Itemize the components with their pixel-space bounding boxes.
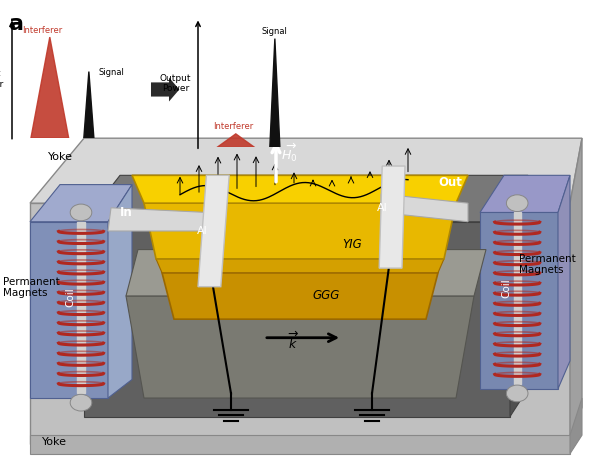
Text: Permanent
Magnets: Permanent Magnets [3,276,60,298]
Polygon shape [510,176,528,417]
Text: $\overrightarrow{k}$: $\overrightarrow{k}$ [288,330,299,351]
Text: GGG: GGG [312,288,340,301]
Text: Signal: Signal [99,68,125,77]
Text: Out: Out [438,175,462,188]
Circle shape [70,205,92,221]
Polygon shape [126,296,474,398]
Polygon shape [84,222,510,417]
Text: Al: Al [377,203,388,213]
Polygon shape [570,398,582,454]
Polygon shape [126,250,486,296]
Polygon shape [379,167,405,269]
Polygon shape [198,176,229,287]
Text: Interferer: Interferer [213,122,253,131]
Text: $\overrightarrow{H_0}$: $\overrightarrow{H_0}$ [281,142,297,164]
Polygon shape [144,204,456,259]
FancyArrow shape [149,74,182,107]
Text: YIG: YIG [342,238,362,250]
Text: Interferer: Interferer [22,25,62,35]
Text: Yoke: Yoke [42,436,67,445]
Polygon shape [84,176,528,222]
Polygon shape [108,185,132,398]
Text: a: a [9,14,24,34]
Polygon shape [30,204,570,444]
Polygon shape [132,176,468,204]
Polygon shape [30,435,570,454]
Text: Al: Al [197,226,208,236]
Text: Yoke: Yoke [48,152,73,162]
Polygon shape [162,273,438,319]
Bar [77,222,85,394]
Polygon shape [30,222,108,398]
Circle shape [70,394,92,411]
Text: In: In [120,205,133,218]
Polygon shape [270,39,280,148]
Text: Coil: Coil [502,277,511,297]
Text: Input
Power: Input Power [0,69,3,88]
Polygon shape [156,259,444,273]
Polygon shape [381,194,468,222]
Polygon shape [108,208,207,232]
Text: Coil: Coil [66,287,76,306]
Polygon shape [30,185,132,222]
Text: Signal: Signal [262,27,288,36]
Polygon shape [570,139,582,444]
Polygon shape [31,38,69,139]
Text: Output
Power: Output Power [160,74,191,93]
Circle shape [506,195,528,212]
Bar [514,213,521,384]
Polygon shape [217,135,254,148]
Polygon shape [480,176,570,213]
Polygon shape [84,72,94,139]
Polygon shape [480,213,558,389]
Circle shape [506,385,528,402]
Polygon shape [30,139,582,204]
Text: Permanent
Magnets: Permanent Magnets [519,253,576,275]
Polygon shape [558,176,570,389]
